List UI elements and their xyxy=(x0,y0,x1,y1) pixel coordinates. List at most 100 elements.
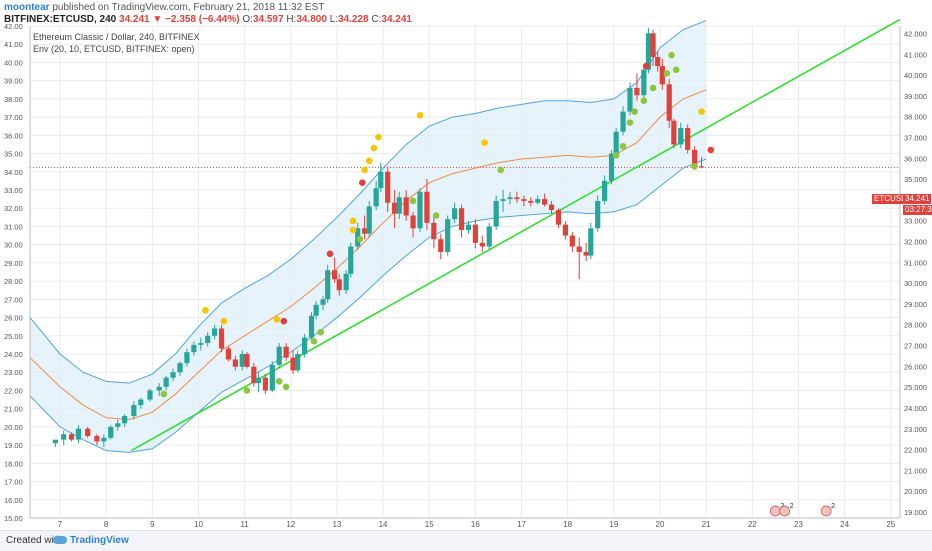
signal-marker xyxy=(359,179,366,187)
left-axis-tick-label: 36.00 xyxy=(4,131,23,140)
candle-down xyxy=(262,377,268,391)
event-count-label: 2 xyxy=(831,503,835,510)
candle-up xyxy=(295,354,301,371)
left-axis-tick-label: 18.00 xyxy=(4,459,23,468)
right-axis-tick-label: 39.000 xyxy=(904,92,927,101)
right-axis-tick-label: 32.000 xyxy=(904,238,927,247)
signal-marker xyxy=(619,142,627,150)
signal-marker xyxy=(497,166,505,174)
candle-down xyxy=(332,270,338,280)
candle-down xyxy=(698,166,705,168)
candle-down xyxy=(692,149,698,167)
open-value: 34.597 xyxy=(252,14,284,25)
candle-down xyxy=(336,279,342,291)
signal-marker xyxy=(370,144,378,152)
candle-down xyxy=(583,251,589,256)
us-flag-icon: 2 xyxy=(779,503,794,517)
low-value: 34.228 xyxy=(338,14,369,25)
candle-up xyxy=(452,208,458,220)
left-axis-tick-label: 38.00 xyxy=(4,95,23,104)
envelope-lower-line xyxy=(29,158,707,453)
candle-up xyxy=(320,299,326,305)
ticker-price-tag: ETCUSD xyxy=(872,194,909,204)
x-axis-tick-label: 11 xyxy=(240,520,249,529)
signal-marker xyxy=(275,378,283,385)
author-link[interactable]: moontear xyxy=(4,2,50,13)
tradingview-logo-link[interactable]: TradingView xyxy=(70,535,129,546)
last-price: 34.241 xyxy=(119,14,150,25)
us-flag-icon: 2 xyxy=(820,503,835,517)
symbol-line: BITFINEX:ETCUSD, 240 34.241 ▼ −2.358 (−6… xyxy=(4,14,412,25)
candle-up xyxy=(61,434,67,440)
signal-marker xyxy=(691,163,698,170)
candle-up xyxy=(269,364,275,391)
right-axis-tick-label: 29.000 xyxy=(904,300,927,309)
right-axis-tick-label: 25.000 xyxy=(904,383,927,392)
x-axis-tick-label: 20 xyxy=(656,520,665,529)
price-change: ▼ −2.358 (−6.44%) xyxy=(152,14,240,25)
legend-indicator[interactable]: Env (20, 10, ETCUSD, BITFINEX: open) xyxy=(33,44,195,54)
right-axis-tick-label: 42.000 xyxy=(904,29,927,38)
candle-up xyxy=(493,200,499,227)
signal-marker xyxy=(160,390,168,398)
candle-up xyxy=(678,128,684,145)
candle-up xyxy=(608,153,615,181)
signal-marker xyxy=(640,97,648,105)
left-axis-tick-label: 17.00 xyxy=(4,478,23,487)
candle-up xyxy=(131,405,137,416)
left-axis-tick-label: 20.00 xyxy=(4,423,23,432)
candle-up xyxy=(75,428,82,440)
signal-marker xyxy=(361,166,368,174)
candle-up xyxy=(588,228,594,256)
signal-marker xyxy=(631,108,638,115)
right-axis-tick-label: 37.000 xyxy=(904,134,927,143)
x-axis-tick-label: 18 xyxy=(563,520,572,529)
candle-down xyxy=(666,84,672,121)
candle-down xyxy=(569,235,575,247)
candle-down xyxy=(685,128,691,150)
candle-down xyxy=(68,434,75,440)
high-value: 34.800 xyxy=(296,14,327,25)
candle-down xyxy=(555,210,562,225)
candle-up xyxy=(595,200,601,229)
chart-header: moontear published on TradingView.com, F… xyxy=(0,0,932,26)
open-label: O: xyxy=(242,14,253,25)
candle-down xyxy=(528,200,534,203)
candle-up xyxy=(115,423,121,427)
right-axis-tick-label: 26.000 xyxy=(904,362,927,371)
left-axis-tick-label: 30.00 xyxy=(4,241,23,250)
symbol-name: BITFINEX:ETCUSD, 240 xyxy=(4,14,117,25)
candle-down xyxy=(424,191,430,223)
left-axis-tick-label: 26.00 xyxy=(4,314,23,323)
signal-marker xyxy=(375,133,382,141)
candle-down xyxy=(659,66,665,85)
signal-marker xyxy=(668,51,675,59)
chart-legend: Ethereum Classic / Dollar, 240, BITFINEX… xyxy=(33,31,200,55)
candle-down xyxy=(650,33,656,57)
signal-marker xyxy=(280,317,288,325)
candle-down xyxy=(634,87,640,96)
candle-up xyxy=(602,180,608,201)
low-label: L: xyxy=(329,14,339,25)
candle-up xyxy=(366,206,372,234)
signal-marker xyxy=(282,383,290,391)
publish-info: published on TradingView.com, February 2… xyxy=(49,2,325,13)
close-value: 34.241 xyxy=(381,14,412,25)
x-axis-tick-label: 22 xyxy=(748,520,757,529)
candle-down xyxy=(283,346,289,358)
price-chart[interactable]: 15.00 16.00 17.00 18.00 19.00 20.00 21.00 22.00… xyxy=(0,0,932,530)
left-axis-tick-label: 24.00 xyxy=(4,350,23,359)
candle-up xyxy=(108,426,114,438)
candle-down xyxy=(218,328,225,349)
candle-down xyxy=(94,436,100,442)
candle-up xyxy=(396,197,402,214)
left-axis-tick-label: 16.00 xyxy=(4,496,23,505)
last-price-tag-value: 34.241 xyxy=(905,194,930,203)
created-with-label: Created with xyxy=(6,535,63,546)
candle-up xyxy=(486,226,492,247)
left-axis-tick-label: 40.00 xyxy=(4,58,23,67)
right-axis-tick-label: 27.000 xyxy=(904,342,927,351)
candle-up xyxy=(445,219,451,252)
trendline xyxy=(131,18,901,452)
event-count-label: 2 xyxy=(790,503,794,510)
